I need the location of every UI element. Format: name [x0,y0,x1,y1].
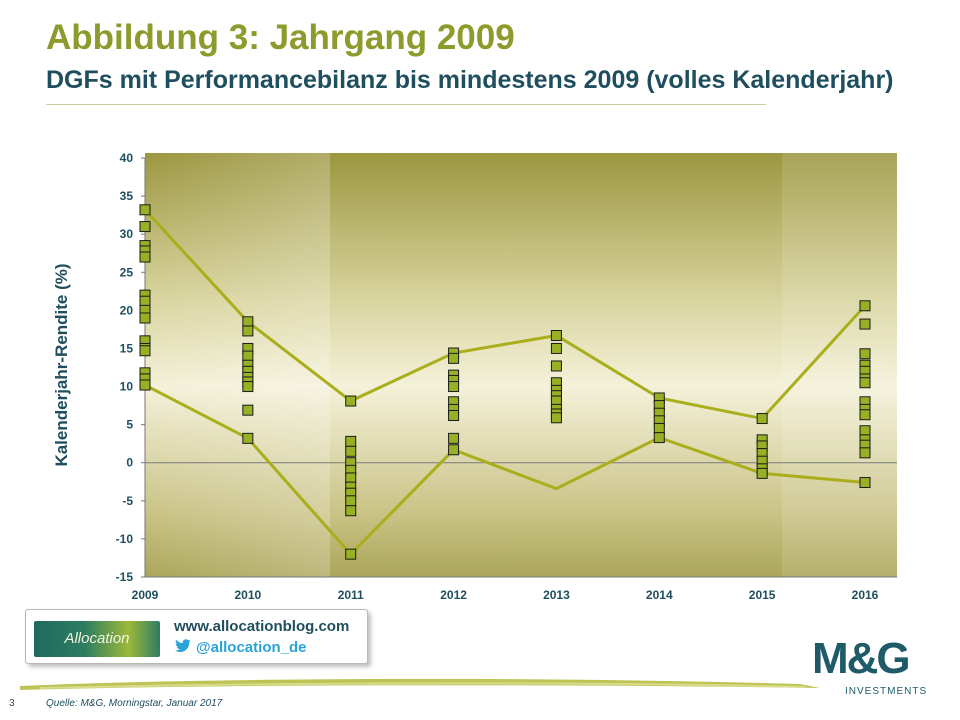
data-point [859,425,871,437]
data-point [448,444,460,456]
data-point [448,432,460,444]
twitter-bird-icon [175,639,191,653]
data-point [345,395,357,407]
data-point [345,495,357,507]
plot-background [145,153,897,577]
data-point [550,330,562,342]
twitter-handle: @allocation_de [196,639,307,656]
data-point [242,316,254,328]
mg-investments-logo: M&G INVESTMENTS [812,634,932,700]
data-point [859,300,871,312]
data-point [859,477,871,489]
data-point [345,548,357,560]
y-tick-label: -5 [122,494,133,508]
data-point [139,204,151,216]
data-point [653,422,665,434]
y-tick-label: -10 [116,532,134,546]
page-number: 3 [9,698,15,709]
data-point [242,350,254,362]
x-tick-label: 2015 [749,588,776,602]
data-point [859,447,871,459]
data-point [550,360,562,372]
twitter-link[interactable]: @allocation_de [174,639,307,656]
data-point [448,352,460,364]
mg-logo-subtext: INVESTMENTS [845,686,928,697]
y-tick-label: 15 [120,341,134,355]
series-line-max [143,208,867,421]
data-point [242,404,254,416]
data-point [139,312,151,324]
title-divider [46,104,766,105]
y-tick-label: -15 [116,570,134,584]
plot-shade-right [782,153,897,577]
x-tick-label: 2012 [440,588,467,602]
y-axis-label: Kalenderjahr-Rendite (%) [52,263,71,467]
decorative-swoosh [20,678,820,690]
data-point [242,432,254,444]
x-tick-label: 2010 [235,588,262,602]
data-point [756,413,768,425]
page-subtitle: DGFs mit Performancebilanz bis mindesten… [46,66,894,94]
data-point [859,318,871,330]
data-point [859,377,871,389]
blog-promo-box[interactable]: Allocation www.allocationblog.com @alloc… [25,609,368,664]
data-point [653,432,665,444]
data-point [550,412,562,424]
y-tick-label: 5 [126,418,133,432]
data-point [550,342,562,354]
data-point [345,505,357,517]
y-tick-label: 30 [120,227,134,241]
data-markers [139,204,871,560]
source-note: Quelle: M&G, Morningstar, Januar 2017 [46,698,223,709]
x-tick-label: 2013 [543,588,570,602]
data-point [139,295,151,307]
mg-logo-text: M&G [812,634,911,683]
y-tick-label: 40 [120,151,134,165]
data-point [345,435,357,447]
data-point [139,251,151,263]
y-tick-label: 20 [120,303,134,317]
envelope-lines [143,208,867,557]
data-point [448,381,460,393]
data-point [242,325,254,337]
data-point [756,467,768,479]
plot-shade-left [145,153,330,577]
data-point [448,409,460,421]
y-tick-label: 0 [126,456,133,470]
allocation-logo: Allocation [34,621,160,657]
data-point [139,345,151,357]
data-point [139,379,151,391]
x-tick-label: 2016 [852,588,879,602]
y-tick-label: 25 [120,265,134,279]
series-line-min [144,383,866,557]
x-tick-label: 2011 [338,588,364,602]
data-point [242,381,254,393]
data-point [139,221,151,233]
data-point [859,409,871,421]
allocation-logo-text: Allocation [64,630,130,647]
x-tick-label: 2014 [646,588,673,602]
x-tick-label: 2009 [132,588,159,602]
data-point [345,472,357,484]
data-point [859,348,871,360]
blog-url-link[interactable]: www.allocationblog.com [174,618,350,635]
y-tick-label: 10 [120,380,134,394]
page-title: Abbildung 3: Jahrgang 2009 [46,18,515,57]
data-point [345,445,357,457]
y-tick-label: 35 [120,189,134,203]
